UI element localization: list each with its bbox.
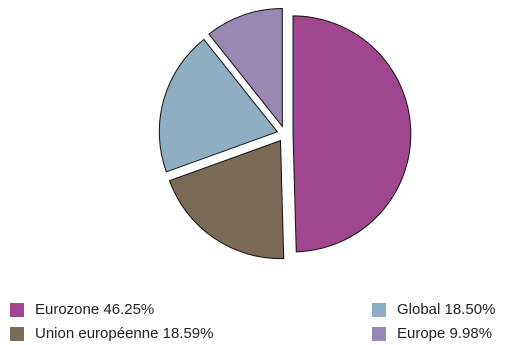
pie-slice-eurozone bbox=[292, 15, 412, 253]
legend-swatch-eurozone bbox=[10, 302, 24, 317]
legend-item-eurozone: Eurozone 46.25% bbox=[10, 301, 154, 318]
legend-swatch-europe bbox=[372, 326, 386, 341]
pie-chart bbox=[158, 7, 412, 260]
legend-label-europe: Europe 9.98% bbox=[397, 325, 493, 342]
legend-label-union-europeenne: Union européenne 18.59% bbox=[35, 325, 214, 342]
pie-slice-union-européenne bbox=[168, 139, 285, 260]
legend-label-global: Global 18.50% bbox=[397, 301, 496, 318]
pie-slice-europe bbox=[208, 7, 283, 128]
legend-swatch-global bbox=[372, 302, 386, 317]
legend-label-eurozone: Eurozone 46.25% bbox=[35, 301, 155, 318]
pie-slice-global bbox=[158, 38, 279, 173]
legend-item-europe: Europe 9.98% bbox=[372, 325, 492, 342]
legend-swatch-union-europeenne bbox=[10, 326, 24, 341]
legend-item-global: Global 18.50% bbox=[372, 301, 495, 318]
legend-item-union-europeenne: Union européenne 18.59% bbox=[10, 325, 213, 342]
